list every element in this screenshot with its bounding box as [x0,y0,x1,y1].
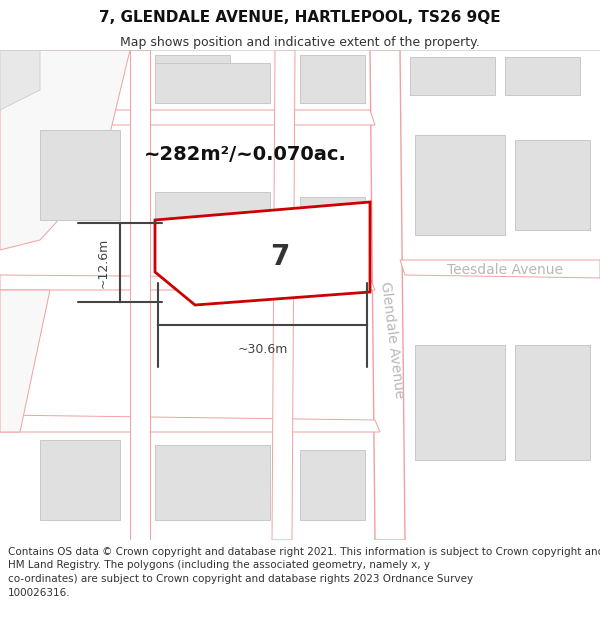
Bar [155,445,270,520]
Polygon shape [0,275,375,290]
Polygon shape [370,50,405,540]
Text: 7: 7 [271,243,290,271]
Bar [40,130,120,220]
Polygon shape [0,110,375,125]
Polygon shape [155,202,370,305]
Bar [415,135,505,235]
Text: Teesdale Avenue: Teesdale Avenue [447,263,563,277]
Bar [300,55,365,103]
Polygon shape [400,260,600,278]
Polygon shape [0,50,130,250]
Text: Contains OS data © Crown copyright and database right 2021. This information is : Contains OS data © Crown copyright and d… [8,547,600,598]
Polygon shape [0,50,40,110]
Bar [415,345,505,460]
Bar [155,63,270,103]
Text: ~282m²/~0.070ac.: ~282m²/~0.070ac. [143,146,346,164]
Bar [300,450,365,520]
Bar [300,197,365,272]
Text: ~12.6m: ~12.6m [97,238,110,288]
Bar [515,140,590,230]
Bar [155,55,230,95]
Polygon shape [272,50,295,540]
Bar [505,57,580,95]
Text: Glendale Avenue: Glendale Avenue [378,281,406,399]
Bar [515,345,590,460]
Bar [155,192,270,272]
Polygon shape [130,50,150,540]
Polygon shape [0,290,50,432]
Text: ~30.6m: ~30.6m [238,343,287,356]
Bar [40,440,120,520]
Bar [410,57,495,95]
Text: 7, GLENDALE AVENUE, HARTLEPOOL, TS26 9QE: 7, GLENDALE AVENUE, HARTLEPOOL, TS26 9QE [99,10,501,25]
Text: Map shows position and indicative extent of the property.: Map shows position and indicative extent… [120,36,480,49]
Polygon shape [0,415,380,432]
